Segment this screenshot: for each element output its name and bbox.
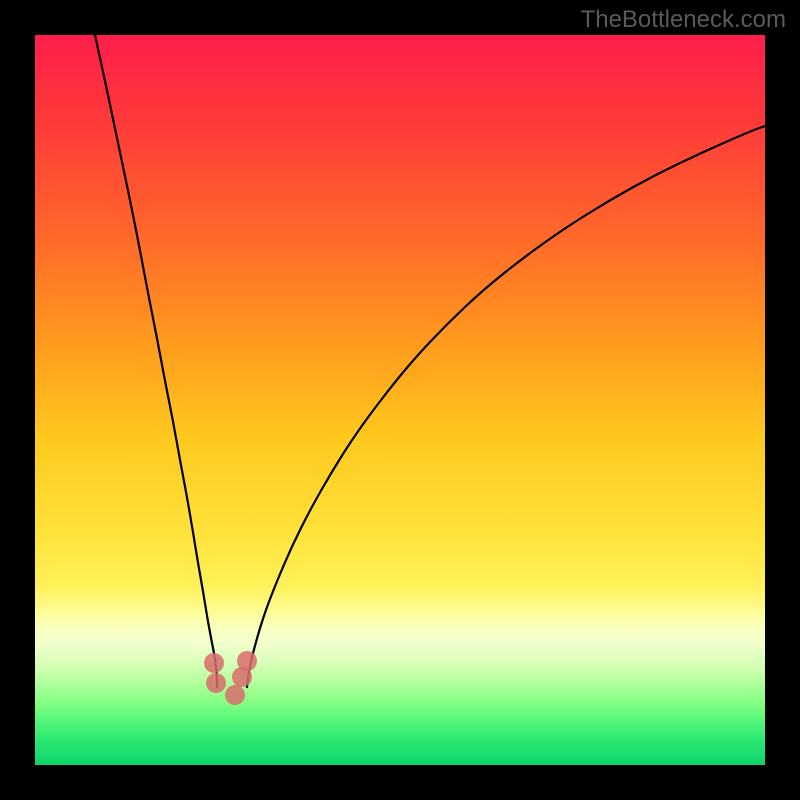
chart-canvas [35,35,765,765]
gradient-background [35,35,765,765]
marker-point [225,685,245,705]
chart-frame [35,35,765,765]
marker-point [237,651,257,671]
marker-point [206,673,226,693]
watermark: TheBottleneck.com [581,6,786,34]
marker-point [204,653,224,673]
